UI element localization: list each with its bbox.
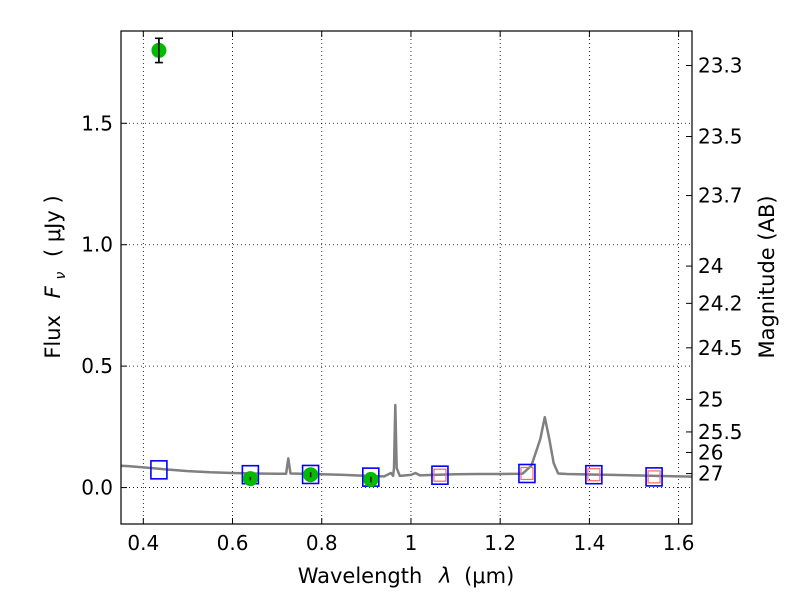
y-axis-ticks: 0.0 0.5 1.0 1.5: [81, 111, 127, 500]
y2-tick-label: 24: [698, 254, 723, 278]
y-tick-label: 1.5: [81, 111, 113, 135]
y-tick-label: 0.0: [81, 476, 113, 500]
x-axis-label-unit: (μm): [464, 564, 514, 588]
x-axis-label-text: Wavelength: [298, 564, 423, 588]
observed-photometry-markers: [151, 37, 379, 488]
x-axis-label-lambda: λ: [438, 564, 451, 588]
y2-tick-label: 23.5: [698, 125, 743, 149]
x-tick-label: 0.8: [306, 531, 338, 555]
y2-tick-label: 26: [698, 440, 723, 464]
x-tick-label: 0.6: [217, 531, 249, 555]
y2-axis-label: Magnitude (AB): [755, 195, 779, 358]
y2-tick-label: 25.5: [698, 420, 743, 444]
x-tick-label: 0.4: [127, 531, 159, 555]
y2-tick-label: 27: [698, 462, 723, 486]
model-point: [301, 464, 320, 485]
upper-limit-point: [647, 470, 661, 484]
y2-tick-label: 24.2: [698, 291, 743, 315]
model-point: [431, 465, 449, 485]
y-axis-label: Flux F ν ( μJy ): [41, 195, 70, 358]
model-point: [150, 460, 168, 480]
y2-tick-label: 25: [698, 387, 723, 411]
upper-limit-point: [587, 468, 601, 482]
y-axis-label-unit: ( μJy ): [41, 195, 65, 257]
y2-tick-label: 23.3: [698, 54, 743, 78]
y-axis-label-text: Flux: [41, 315, 65, 359]
plot-frame: [120, 30, 693, 525]
x-tick-label: 1.4: [573, 531, 605, 555]
y2-tick-label: 23.7: [698, 184, 743, 208]
y-tick-label: 0.5: [81, 354, 113, 378]
upper-limit-point: [433, 468, 447, 482]
plot-area: [120, 37, 693, 488]
plot-background: [121, 31, 692, 524]
upper-limit-point: [520, 466, 534, 481]
x-tick-label: 1.6: [663, 531, 695, 555]
upper-limit-markers: [433, 466, 661, 484]
x-tick-label: 1: [405, 531, 418, 555]
y2-tick-label: 24.5: [698, 336, 743, 360]
y-axis-label-symbol: F: [41, 285, 65, 298]
model-photometry-markers: [150, 460, 663, 487]
x-axis-label: Wavelength λ (μm): [298, 564, 515, 588]
y-axis-label-sub: ν: [53, 272, 69, 280]
y-tick-label: 1.0: [81, 233, 113, 257]
model-point: [518, 463, 536, 484]
x-tick-label: 1.2: [484, 531, 516, 555]
model-point: [585, 464, 603, 485]
x-axis-ticks: 0.4 0.6 0.8 1 1.2 1.4 1.6: [127, 31, 695, 555]
model-point: [645, 467, 663, 487]
model-spectrum-line: [120, 403, 693, 478]
